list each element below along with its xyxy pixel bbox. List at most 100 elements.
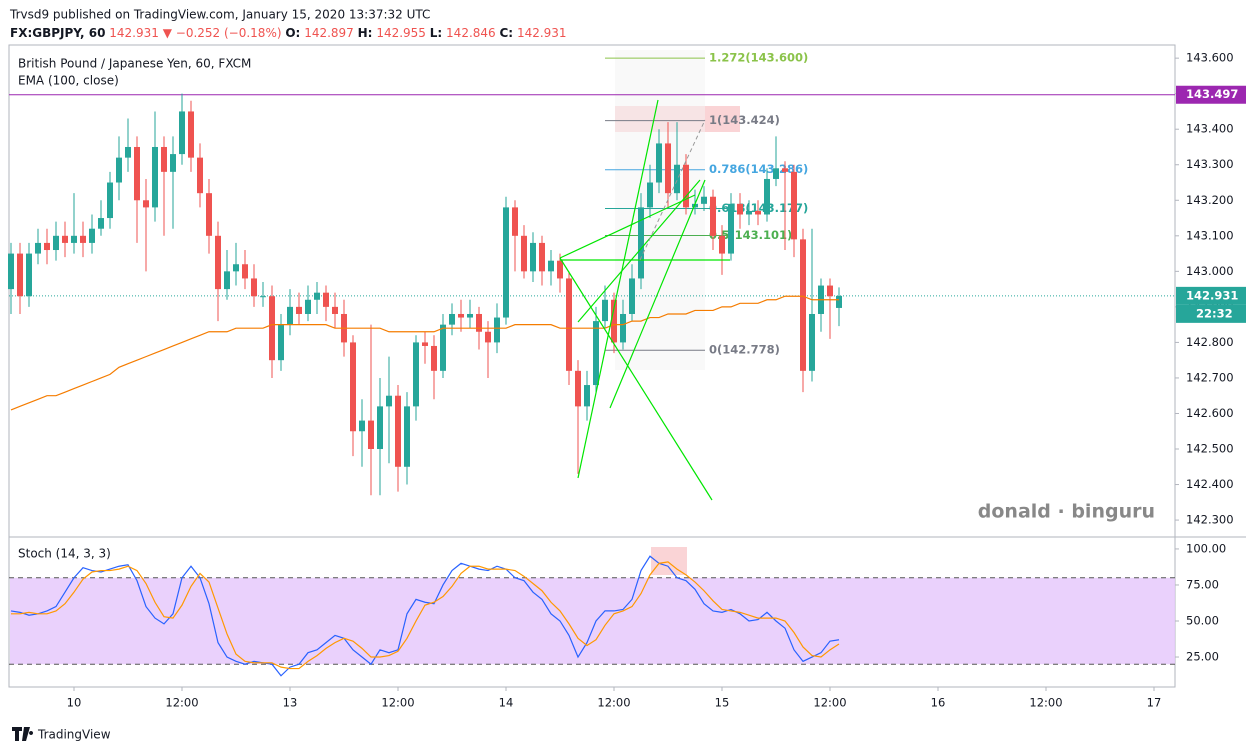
candle-body <box>782 168 788 172</box>
stoch-band <box>10 577 1175 665</box>
y-tick-label: 143.300 <box>1186 157 1234 171</box>
candle-body <box>269 296 275 361</box>
y-tick-label: 50.00 <box>1186 613 1219 627</box>
candle-body <box>89 228 95 243</box>
candle-body <box>764 178 770 215</box>
candle-body <box>314 292 320 300</box>
price-label: 143.497 <box>1186 87 1238 101</box>
header-part: 142.931 <box>517 26 567 40</box>
candle-body <box>395 395 401 467</box>
candle-body <box>305 299 311 314</box>
y-tick-label: 143.400 <box>1186 122 1234 136</box>
candle-body <box>26 253 32 297</box>
x-tick-label: 17 <box>1147 696 1162 710</box>
price-label-box <box>1176 286 1246 305</box>
candle-body <box>521 235 527 272</box>
candle-body <box>170 154 176 172</box>
candle-body <box>728 203 734 254</box>
header-part: FX:GBPJPY, 60 <box>10 26 105 40</box>
mark-layer <box>8 93 1175 677</box>
x-tick-label: 16 <box>931 696 946 710</box>
candle-body <box>161 146 167 172</box>
candle-body <box>485 331 491 343</box>
candle-body <box>350 342 356 432</box>
x-tick-label: 12:00 <box>597 696 630 710</box>
header-part: 142.846 <box>446 26 496 40</box>
candle-body <box>638 207 644 279</box>
countdown: 22:32 <box>1196 306 1233 320</box>
fib-trend <box>639 119 706 261</box>
candle-body <box>98 218 104 229</box>
price-title: British Pound / Japanese Yen, 60, FXCM <box>18 57 251 71</box>
candle-body <box>800 239 806 371</box>
candle-body <box>44 242 50 251</box>
candle-body <box>566 278 572 371</box>
candle-body <box>80 235 86 243</box>
candle-body <box>422 342 428 346</box>
candle-body <box>458 313 464 318</box>
candle-body <box>602 299 608 322</box>
fib-label: 0.786(143.286) <box>709 162 808 176</box>
candle-body <box>107 182 113 219</box>
stoch-title: Stoch (14, 3, 3) <box>18 547 111 561</box>
candle-body <box>17 253 23 297</box>
price-label-box <box>1176 85 1246 104</box>
candle-body <box>620 313 626 343</box>
candle-body <box>440 324 446 371</box>
candle-body <box>125 146 131 158</box>
candle-body <box>836 295 842 308</box>
candle-body <box>611 299 617 343</box>
candle-body <box>629 278 635 314</box>
logo-icon <box>12 727 34 741</box>
candle-body <box>476 313 482 332</box>
y-tick-label: 143.200 <box>1186 193 1234 207</box>
x-tick-label: 10 <box>67 696 82 710</box>
candle-body <box>413 342 419 407</box>
series-line <box>11 561 840 670</box>
trend-line <box>609 179 706 409</box>
y-tick-label: 143.100 <box>1186 228 1234 242</box>
series-line <box>10 555 840 677</box>
header-part: 142.931 <box>109 26 159 40</box>
y-tick-label: 142.300 <box>1186 513 1234 527</box>
x-tick-label: 13 <box>283 696 298 710</box>
fib-label: 0(142.778) <box>709 343 780 357</box>
candle-body <box>35 242 41 254</box>
watermark: donald · binguru <box>978 501 1155 523</box>
candle-body <box>62 235 68 243</box>
candle-body <box>251 278 257 297</box>
candle-body <box>377 406 383 450</box>
y-tick-label: 142.800 <box>1186 335 1234 349</box>
candle-body <box>134 146 140 201</box>
header-part: ▼ −0.252 (−0.18%) <box>163 26 282 40</box>
candle-body <box>656 143 662 183</box>
fib-layer: 1.272(143.600)1(143.424)0.786(143.286)0.… <box>605 51 808 357</box>
x-tick-label: 15 <box>715 696 730 710</box>
axis-layer: 10 12:00 13 12:00 14 12:00 15 12:00 16 12:00 17 142… <box>67 51 1246 710</box>
candle-body <box>386 395 392 407</box>
candle-body <box>557 260 563 279</box>
candle-body <box>287 306 293 325</box>
y-tick-label: 143.000 <box>1186 264 1234 278</box>
candle-body <box>431 345 437 371</box>
candle-body <box>683 164 689 208</box>
candle-body <box>719 235 725 254</box>
candle-body <box>710 196 716 236</box>
candle-body <box>773 168 779 179</box>
candle-body <box>449 313 455 325</box>
price-label: 142.931 <box>1186 288 1238 302</box>
x-tick-label: 12:00 <box>1029 696 1062 710</box>
y-tick-label: 142.600 <box>1186 406 1234 420</box>
candle-body <box>530 242 536 272</box>
candle-body <box>692 203 698 208</box>
candle-body <box>242 264 248 279</box>
candle-body <box>359 420 365 432</box>
fib-label: 1(143.424) <box>709 113 780 127</box>
symbol-line: FX:GBPJPY, 60 142.931 ▼ −0.252 (−0.18%) … <box>10 26 567 40</box>
header-part: C: <box>500 26 514 40</box>
candle-body <box>179 111 185 155</box>
candle-body <box>746 210 752 215</box>
candle-body <box>152 146 158 208</box>
y-tick-label: 142.700 <box>1186 370 1234 384</box>
candle-body <box>278 324 284 361</box>
